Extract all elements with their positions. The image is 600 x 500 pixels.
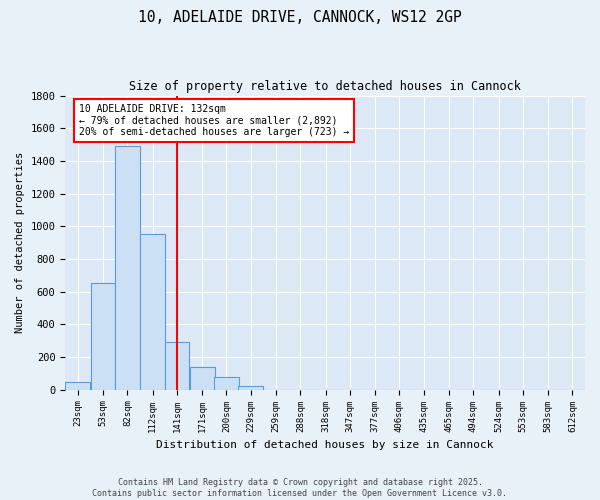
- X-axis label: Distribution of detached houses by size in Cannock: Distribution of detached houses by size …: [157, 440, 494, 450]
- Text: 10, ADELAIDE DRIVE, CANNOCK, WS12 2GP: 10, ADELAIDE DRIVE, CANNOCK, WS12 2GP: [138, 10, 462, 25]
- Bar: [190, 367, 215, 390]
- Text: Contains HM Land Registry data © Crown copyright and database right 2025.
Contai: Contains HM Land Registry data © Crown c…: [92, 478, 508, 498]
- Text: 10 ADELAIDE DRIVE: 132sqm
← 79% of detached houses are smaller (2,892)
20% of se: 10 ADELAIDE DRIVE: 132sqm ← 79% of detac…: [79, 104, 349, 137]
- Bar: [115, 146, 140, 390]
- Bar: [140, 234, 165, 390]
- Bar: [238, 386, 263, 390]
- Y-axis label: Number of detached properties: Number of detached properties: [15, 152, 25, 333]
- Bar: [214, 378, 239, 390]
- Bar: [91, 284, 115, 390]
- Bar: [164, 342, 190, 390]
- Bar: [65, 382, 90, 390]
- Title: Size of property relative to detached houses in Cannock: Size of property relative to detached ho…: [129, 80, 521, 93]
